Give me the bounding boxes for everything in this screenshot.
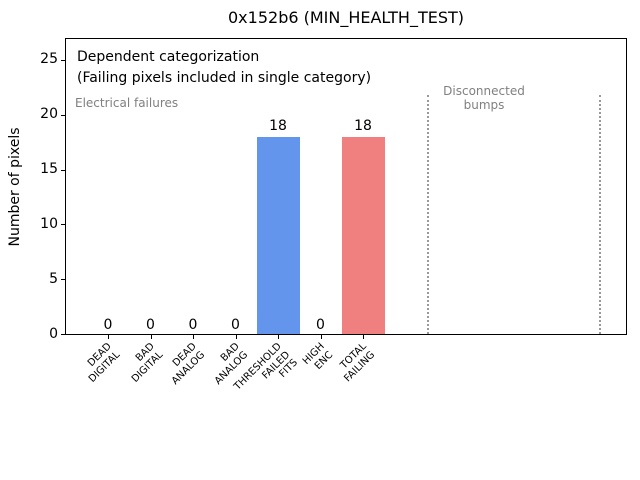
chart-title: 0x152b6 (MIN_HEALTH_TEST) xyxy=(228,8,464,27)
annotation-disconnected-bumps: Disconnected bumps xyxy=(404,84,564,112)
bar-value-label: 0 xyxy=(316,317,325,333)
y-tick-label: 10 xyxy=(40,215,58,232)
y-tick-label: 5 xyxy=(49,270,58,287)
y-tick-label: 15 xyxy=(40,161,58,178)
x-tick xyxy=(278,335,279,339)
x-tick xyxy=(108,335,109,339)
x-tick xyxy=(363,335,364,339)
y-tick xyxy=(61,224,65,226)
y-tick xyxy=(61,169,65,171)
bar xyxy=(256,136,300,334)
y-tick-label: 20 xyxy=(40,106,58,123)
bar-value-label: 18 xyxy=(269,117,287,134)
bar-value-label: 18 xyxy=(354,117,372,134)
bar-value-label: 0 xyxy=(188,317,198,333)
annotation-dependent-categorization-sub: (Failing pixels included in single categ… xyxy=(77,70,372,86)
bar-value-label: 0 xyxy=(146,317,155,333)
x-tick xyxy=(150,335,152,339)
y-tick xyxy=(61,279,65,281)
separator-line xyxy=(599,95,601,334)
bar-value-label: 0 xyxy=(103,317,113,333)
y-tick xyxy=(61,59,65,61)
plot-area xyxy=(65,38,627,335)
annotation-electrical-failures: Electrical failures xyxy=(75,96,179,110)
separator-line xyxy=(427,95,429,334)
x-tick xyxy=(320,335,322,339)
annotation-dependent-categorization: Dependent categorization xyxy=(77,49,260,65)
x-tick xyxy=(235,335,237,339)
y-tick xyxy=(61,114,65,116)
bar-value-label: 0 xyxy=(231,317,240,333)
y-tick-label: 25 xyxy=(40,51,58,68)
bar xyxy=(341,136,385,334)
y-tick xyxy=(61,334,65,335)
annotation-disconnected-line2: bumps xyxy=(463,98,505,112)
annotation-disconnected-line1: Disconnected xyxy=(443,84,525,98)
y-tick-label: 0 xyxy=(49,325,58,342)
x-tick xyxy=(193,335,194,339)
